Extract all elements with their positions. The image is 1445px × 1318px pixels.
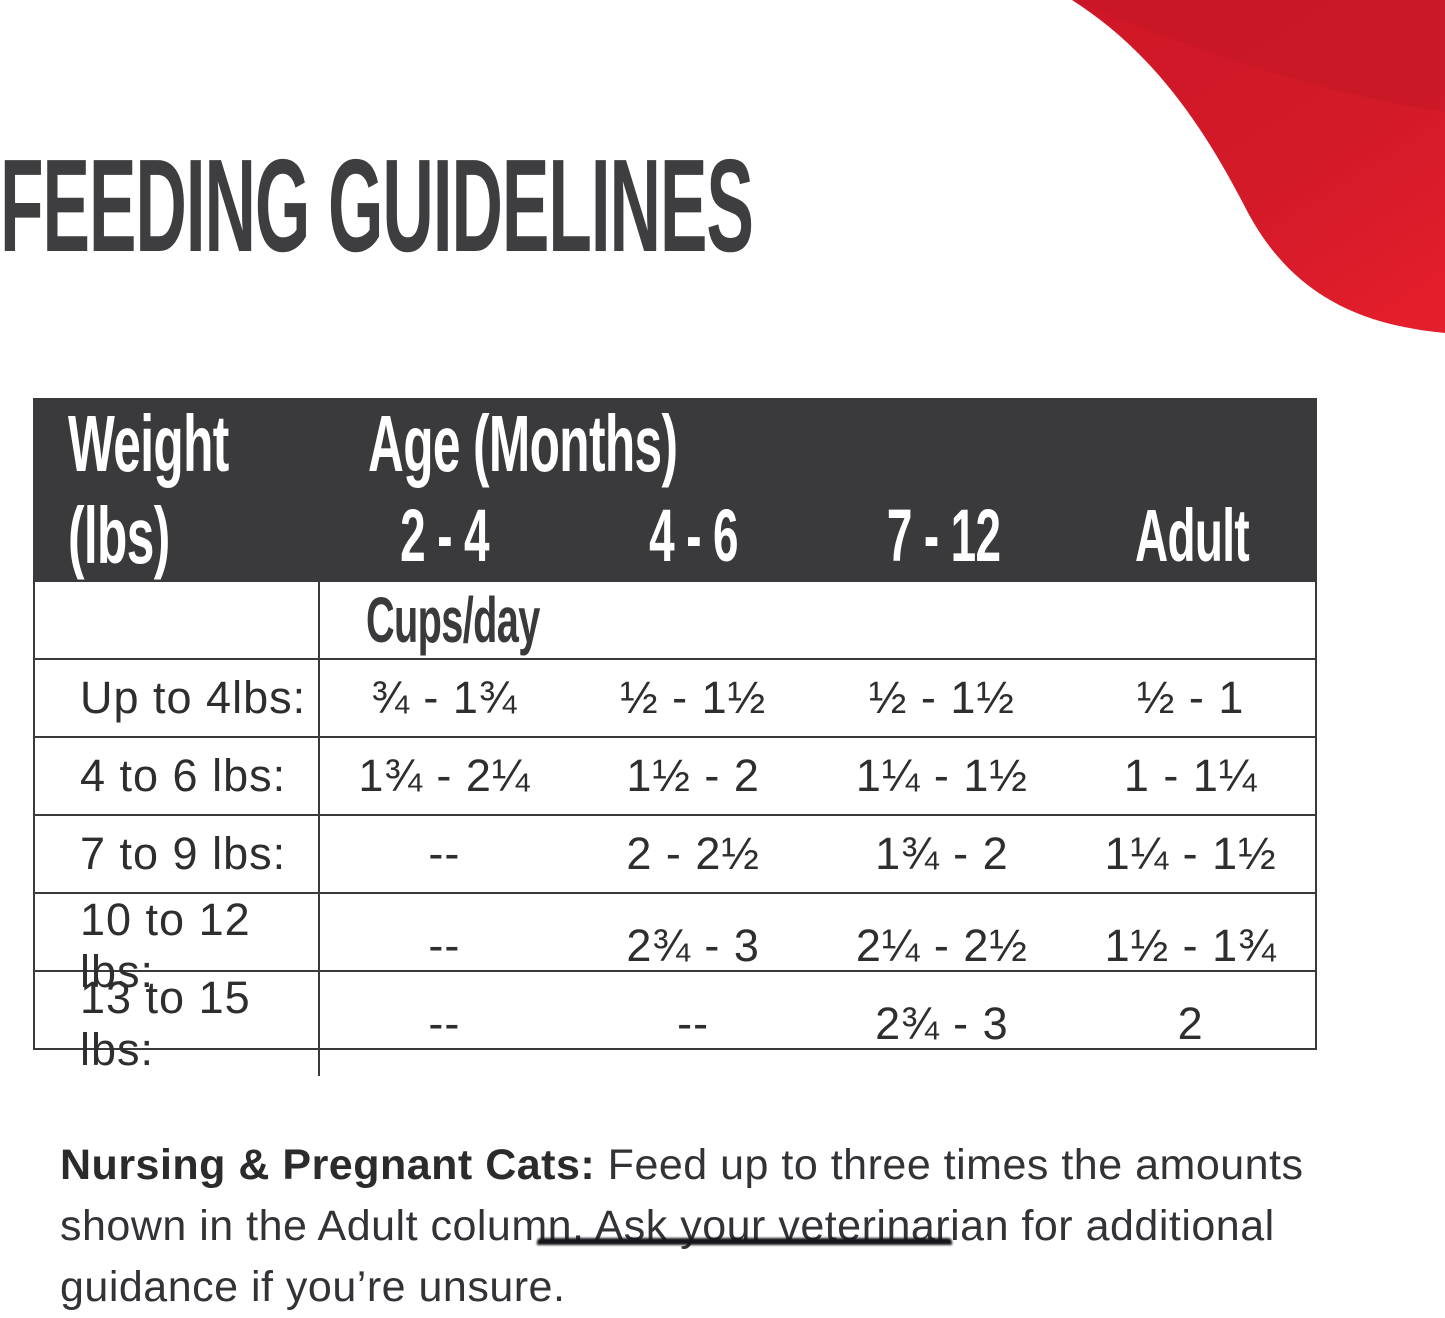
table-row: 4 to 6 lbs: 1¾ - 2¼ 1½ - 2 1¼ - 1½ 1 - 1… [35, 736, 1315, 814]
row-value: 1¾ - 2 [875, 828, 1009, 879]
row-value: 1¼ - 1½ [855, 750, 1028, 801]
table-row: 7 to 9 lbs: -- 2 - 2½ 1¾ - 2 1¼ - 1½ [35, 814, 1315, 892]
header-age-7-12: 7 - 12 [886, 494, 1000, 577]
row-value: 2¾ - 3 [626, 920, 760, 971]
row-value: 1 - 1¼ [1123, 750, 1258, 801]
units-label: Cups/day [366, 584, 540, 656]
row-value: -- [428, 828, 461, 879]
row-value: 1½ - 2 [626, 750, 760, 801]
row-value: -- [677, 998, 710, 1049]
row-weight-label: 13 to 15 lbs: [80, 972, 251, 1075]
row-value: ¾ - 1¾ [371, 672, 518, 723]
row-value: -- [428, 998, 461, 1049]
table-body: Cups/day Up to 4lbs: ¾ - 1¾ ½ - 1½ ½ - 1… [33, 582, 1317, 1076]
units-row: Cups/day [35, 582, 1315, 658]
page-title-text: FEEDING GUIDELINES [0, 132, 754, 279]
header-age-months: Age (Months) [368, 399, 678, 488]
header-age-adult: Adult [1135, 494, 1250, 577]
nursing-pregnant-note-lead: Nursing & Pregnant Cats: [60, 1141, 596, 1189]
header-weight-unit: (lbs) [68, 491, 170, 580]
row-value: 1½ - 1¾ [1104, 920, 1277, 971]
row-value: 2 - 2½ [626, 828, 760, 879]
header-age-4-6: 4 - 6 [649, 494, 739, 577]
row-value: -- [428, 920, 461, 971]
units-row-empty-cell [35, 582, 320, 658]
row-value: 1¾ - 2¼ [358, 750, 531, 801]
bottom-section-edge [537, 1238, 952, 1245]
header-age-2-4: 2 - 4 [400, 494, 489, 577]
row-value: ½ - 1 [1136, 672, 1245, 723]
header-weight: Weight [68, 399, 229, 488]
feeding-guidelines-table: Weight Age (Months) (lbs) 2 - 4 4 - 6 7 … [33, 398, 1317, 1076]
table-row: 10 to 12 lbs: -- 2¾ - 3 2¼ - 2½ 1½ - 1¾ [35, 892, 1315, 998]
row-weight-label: 7 to 9 lbs: [80, 828, 287, 879]
row-value: ½ - 1½ [620, 672, 767, 723]
table-row: 13 to 15 lbs: -- -- 2¾ - 3 2 [35, 970, 1315, 1076]
row-weight-label: Up to 4lbs: [80, 672, 307, 723]
table-row: Up to 4lbs: ¾ - 1¾ ½ - 1½ ½ - 1½ ½ - 1 [35, 658, 1315, 736]
units-label-cell: Cups/day [320, 588, 1315, 652]
row-value: 2¼ - 2½ [855, 920, 1028, 971]
row-value: 2¾ - 3 [875, 998, 1009, 1049]
row-value: 2 [1177, 998, 1204, 1049]
table-header: Weight Age (Months) (lbs) 2 - 4 4 - 6 7 … [33, 398, 1317, 582]
red-swoosh-graphic [1072, 0, 1445, 333]
page-title: FEEDING GUIDELINES [0, 140, 1394, 272]
nursing-pregnant-note: Nursing & Pregnant Cats: Feed up to thre… [60, 1135, 1395, 1318]
row-value: ½ - 1½ [868, 672, 1015, 723]
row-weight-label: 4 to 6 lbs: [80, 750, 287, 801]
row-value: 1¼ - 1½ [1104, 828, 1277, 879]
row-weight-label: 10 to 12 lbs: [80, 894, 251, 997]
